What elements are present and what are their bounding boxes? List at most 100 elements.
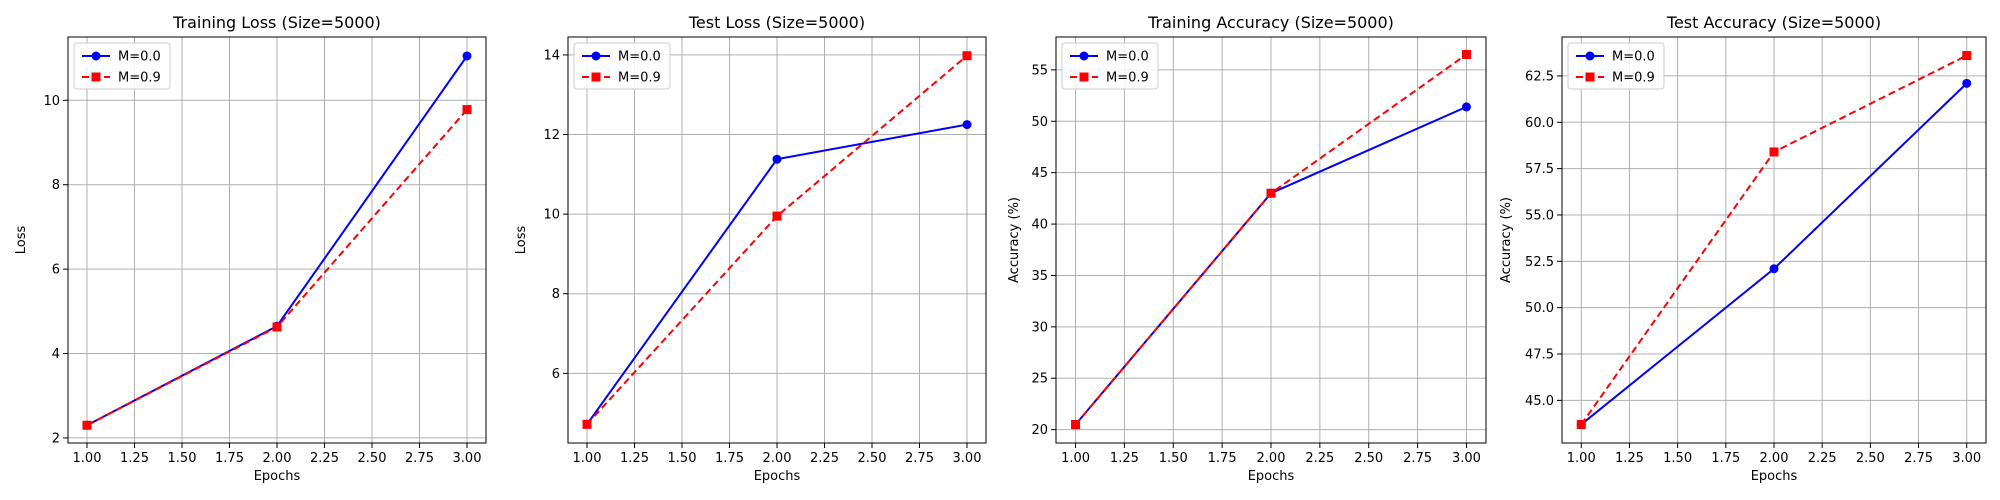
x-tick-label: 1.50 (1159, 451, 1188, 466)
x-tick-label: 2.75 (405, 451, 434, 466)
y-tick-label: 10 (43, 94, 60, 109)
x-tick-label: 2.00 (763, 451, 792, 466)
legend-marker-circle (1079, 51, 1089, 61)
legend-marker-circle (591, 51, 601, 61)
x-axis-label: Epochs (1248, 469, 1295, 484)
axes-frame (1561, 36, 1987, 444)
legend-marker-square (591, 72, 601, 82)
data-point-m0 (1769, 264, 1779, 274)
y-tick-label: 50.0 (1525, 301, 1554, 316)
x-tick-label: 1.25 (1615, 451, 1644, 466)
x-tick-label: 1.50 (168, 451, 197, 466)
x-axis-label: Epochs (254, 469, 301, 484)
y-axis-label: Accuracy (%) (1499, 197, 1514, 283)
y-tick-label: 62.5 (1525, 69, 1554, 84)
chart-title: Training Loss (Size=5000) (172, 13, 381, 32)
data-point-m9 (1266, 188, 1276, 198)
x-tick-label: 3.00 (1952, 451, 1981, 466)
data-point-m9 (1769, 147, 1779, 157)
x-tick-label: 1.50 (1663, 451, 1692, 466)
x-tick-label: 1.75 (715, 451, 744, 466)
legend: M=0.0 M=0.9 (1567, 42, 1665, 90)
y-tick-label: 12 (543, 128, 560, 143)
y-tick-label: 4 (52, 347, 60, 362)
y-tick-label: 6 (52, 263, 60, 278)
y-tick-label: 14 (543, 48, 560, 63)
x-tick-label: 1.25 (120, 451, 149, 466)
data-point-m9 (582, 419, 592, 429)
y-tick-label: 57.5 (1525, 162, 1554, 177)
y-tick-label: 50 (1031, 115, 1048, 130)
y-tick-label: 25 (1031, 372, 1048, 387)
legend-label: M=0.9 (118, 71, 161, 86)
x-tick-label: 1.50 (668, 451, 697, 466)
x-tick-label: 1.00 (573, 451, 602, 466)
axes-frame (67, 36, 487, 444)
x-axis-label: Epochs (754, 469, 801, 484)
y-tick-label: 60.0 (1525, 116, 1554, 131)
data-point-m0 (772, 154, 782, 164)
data-point-m9 (272, 322, 282, 332)
data-point-m0 (962, 120, 972, 130)
y-tick-label: 40 (1031, 218, 1048, 233)
legend-label: M=0.9 (1612, 71, 1655, 86)
legend: M=0.0 M=0.9 (1061, 42, 1159, 90)
x-tick-label: 2.50 (858, 451, 887, 466)
x-tick-label: 1.00 (1567, 451, 1596, 466)
y-tick-label: 45 (1031, 166, 1048, 181)
legend-label: M=0.9 (1106, 71, 1149, 86)
y-tick-label: 55 (1031, 63, 1048, 78)
data-point-m9 (1576, 419, 1586, 429)
x-tick-label: 1.25 (1110, 451, 1139, 466)
y-axis-label: Loss (514, 226, 529, 255)
legend: M=0.0 M=0.9 (573, 42, 671, 90)
x-tick-label: 2.75 (1403, 451, 1432, 466)
legend-marker-square (91, 72, 101, 82)
legend-label: M=0.0 (118, 50, 161, 65)
legend: M=0.0 M=0.9 (73, 42, 171, 90)
x-tick-label: 1.25 (620, 451, 649, 466)
data-point-m9 (1461, 49, 1471, 59)
axes-frame (1055, 36, 1487, 444)
x-tick-label: 2.75 (905, 451, 934, 466)
y-tick-label: 10 (543, 208, 560, 223)
x-tick-label: 2.25 (1305, 451, 1334, 466)
y-tick-label: 45.0 (1525, 394, 1554, 409)
data-point-m9 (82, 420, 92, 430)
x-tick-label: 1.75 (1711, 451, 1740, 466)
x-tick-label: 1.00 (73, 451, 102, 466)
data-point-m9 (1962, 51, 1972, 61)
axes-frame (567, 36, 987, 444)
subplot-4: 1.00 1.25 1.50 1.75 2.00 2.25 2.50 2.75 3.00 45.0… (1499, 13, 1987, 484)
y-tick-label: 8 (52, 178, 60, 193)
y-tick-label: 20 (1031, 423, 1048, 438)
data-point-m0 (1962, 78, 1972, 88)
y-axis-label: Loss (14, 226, 29, 255)
y-axis-label: Accuracy (%) (1007, 197, 1022, 283)
y-tick-label: 30 (1031, 320, 1048, 335)
legend-marker-circle (1585, 51, 1595, 61)
data-point-m9 (772, 211, 782, 221)
x-tick-label: 3.00 (453, 451, 482, 466)
x-tick-label: 2.00 (1760, 451, 1789, 466)
legend-marker-circle (91, 51, 101, 61)
y-tick-label: 55.0 (1525, 208, 1554, 223)
y-tick-label: 8 (552, 287, 560, 302)
x-tick-label: 1.75 (215, 451, 244, 466)
x-tick-label: 2.50 (358, 451, 387, 466)
x-tick-label: 2.25 (1808, 451, 1837, 466)
legend-label: M=0.0 (1106, 50, 1149, 65)
data-point-m0 (1461, 102, 1471, 112)
x-tick-label: 2.00 (1257, 451, 1286, 466)
y-tick-label: 2 (52, 431, 60, 446)
chart-title: Training Accuracy (Size=5000) (1147, 13, 1394, 32)
x-tick-label: 2.75 (1904, 451, 1933, 466)
x-tick-label: 1.75 (1208, 451, 1237, 466)
legend-marker-square (1079, 72, 1089, 82)
data-point-m9 (962, 51, 972, 61)
subplot-2: 1.00 1.25 1.50 1.75 2.00 2.25 2.50 2.75 3.00 6 8 10… (514, 13, 987, 484)
legend-label: M=0.0 (618, 50, 661, 65)
subplot-3: 1.00 1.25 1.50 1.75 2.00 2.25 2.50 2.75 3.00 20 25… (1007, 13, 1487, 484)
x-axis-label: Epochs (1751, 469, 1798, 484)
